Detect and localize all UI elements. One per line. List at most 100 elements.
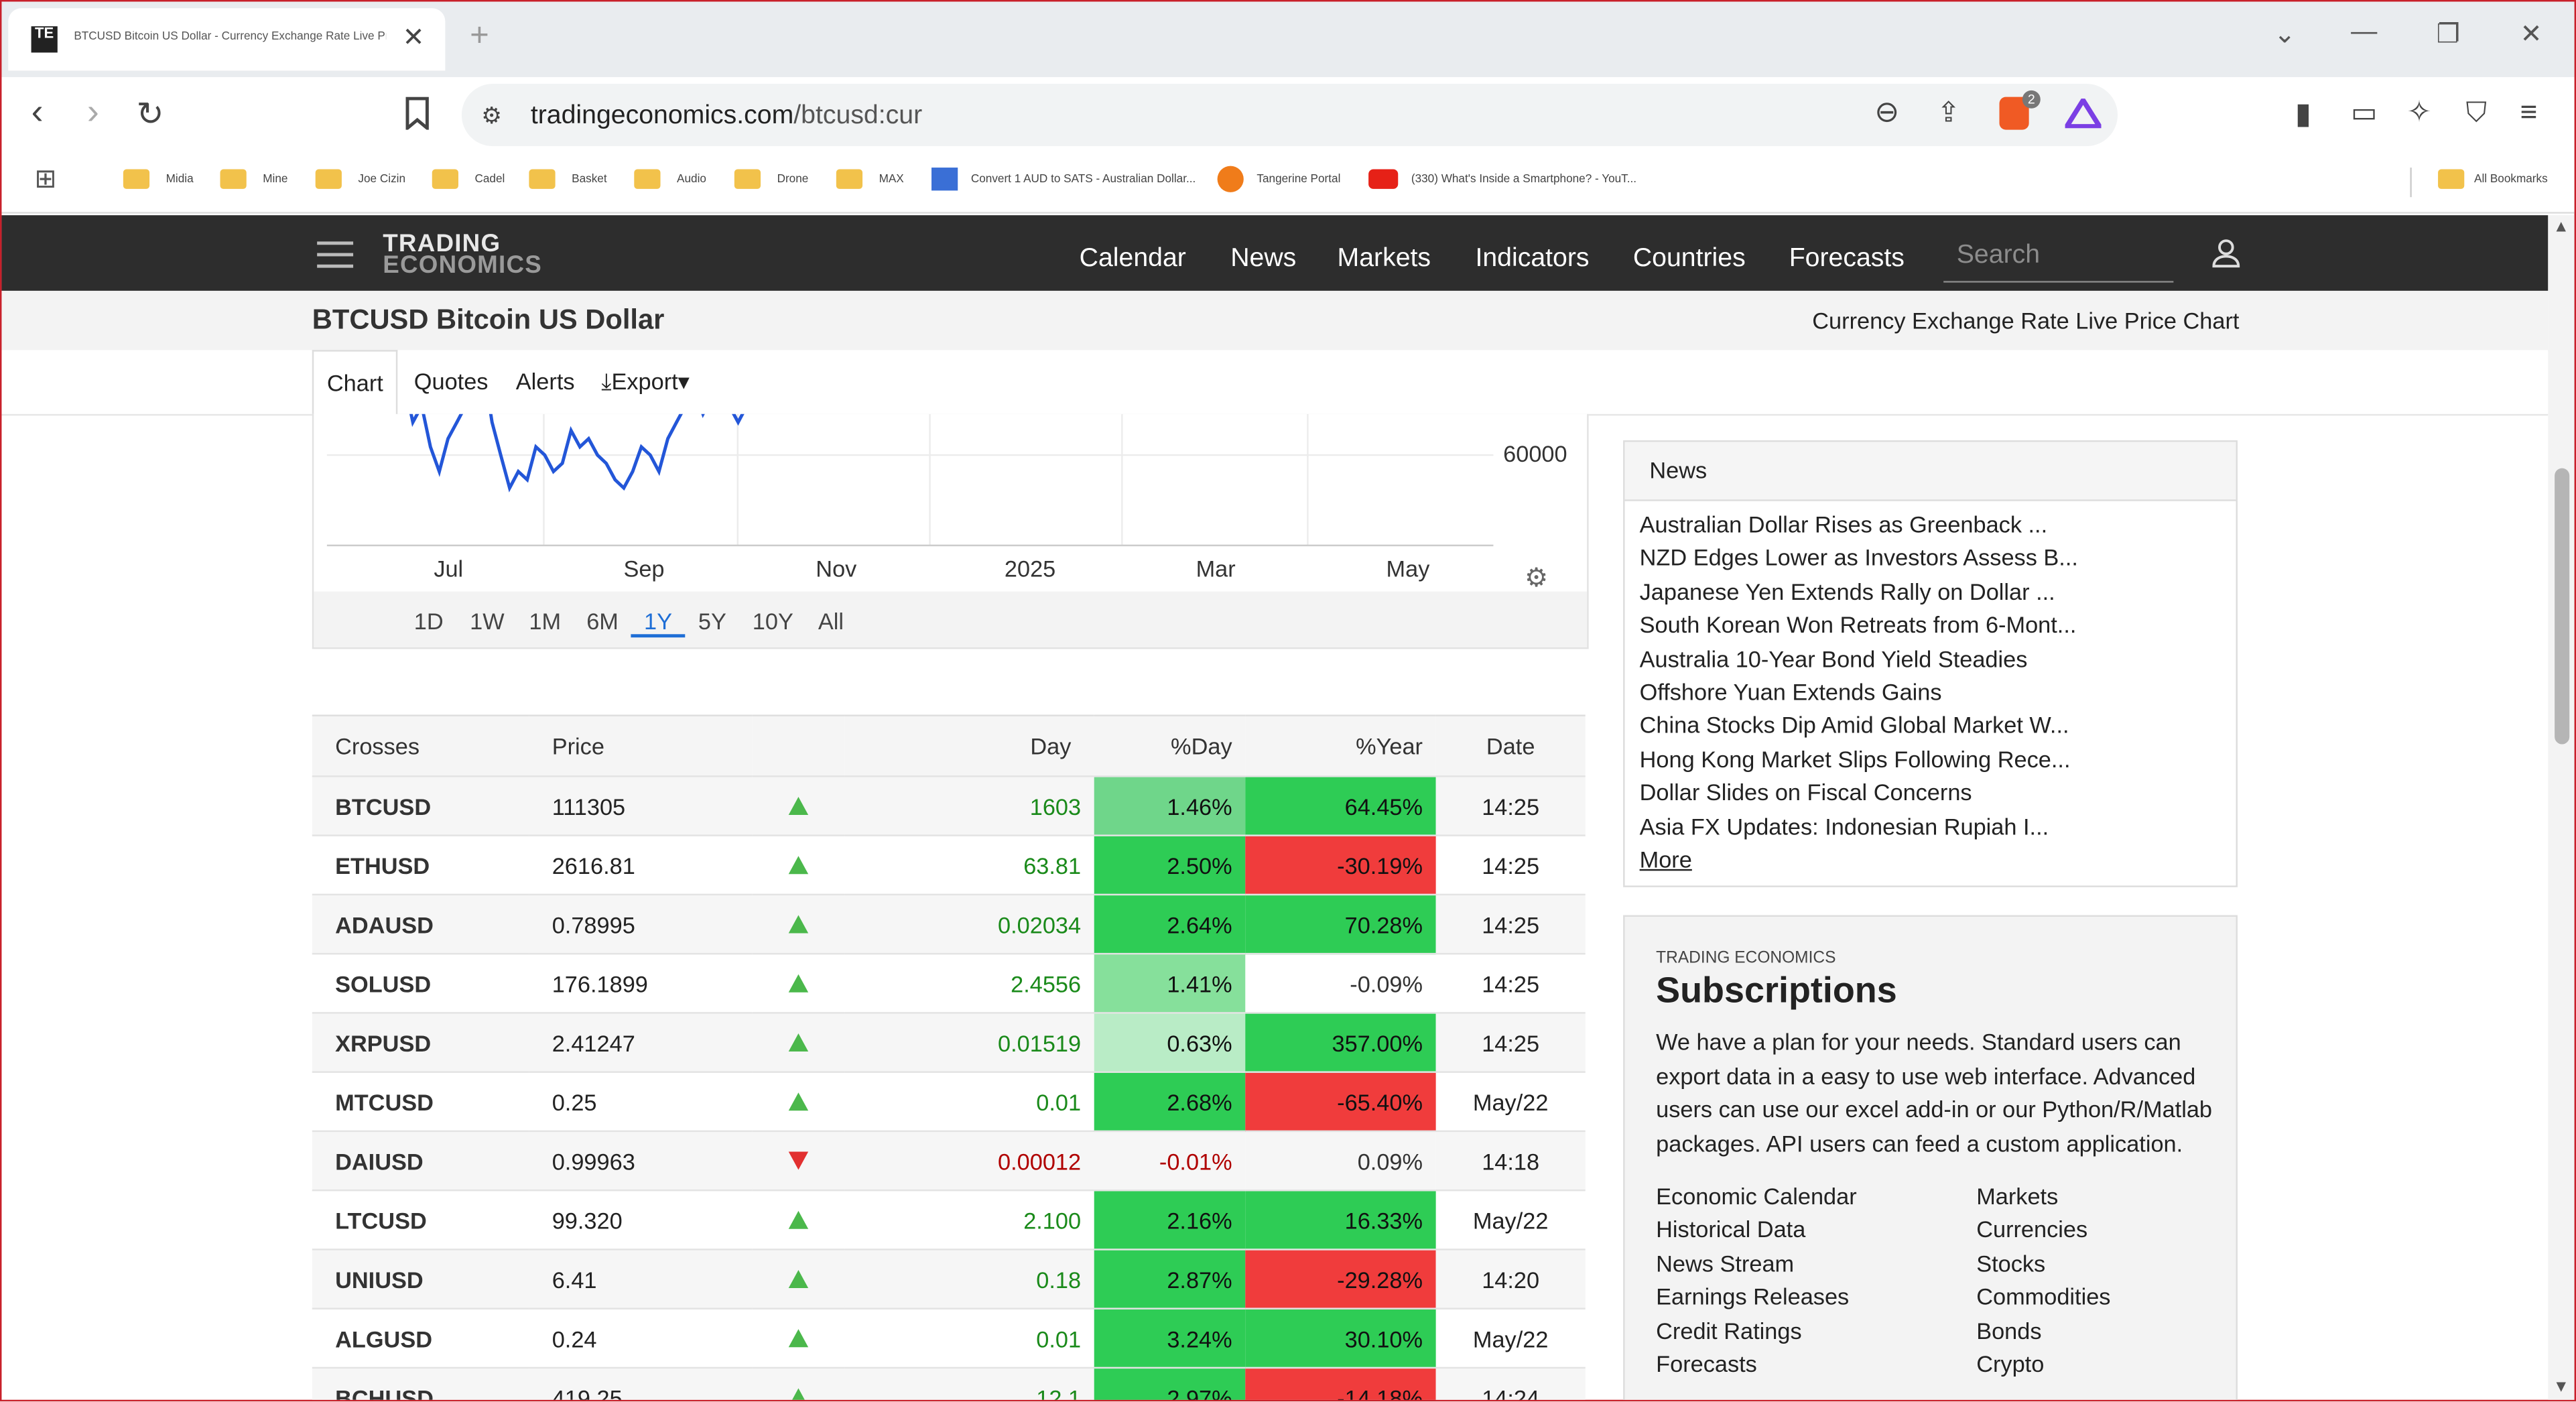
range-1d[interactable]: 1D — [413, 608, 444, 635]
news-item[interactable]: South Korean Won Retreats from 6-Mont... — [1639, 611, 2077, 638]
site-settings-icon[interactable]: ⚙ — [481, 101, 503, 129]
scroll-up-icon[interactable]: ▲ — [2553, 218, 2569, 237]
tab-quotes[interactable]: Quotes — [413, 368, 489, 395]
vpn-icon[interactable]: ⛉ — [2465, 97, 2488, 129]
table-row[interactable]: UNIUSD 6.41 0.18 2.87% -29.28% 14:20 — [312, 1249, 1586, 1309]
share-icon[interactable]: ⇪ — [1937, 97, 1961, 129]
tab-search-icon[interactable]: ⌄ — [2273, 21, 2296, 50]
menu-icon[interactable]: ≡ — [2520, 95, 2538, 129]
new-tab-icon[interactable]: + — [470, 17, 489, 54]
range-5y[interactable]: 5Y — [698, 608, 726, 635]
bookmark-folder[interactable]: MAX — [836, 166, 904, 196]
search-input[interactable] — [1943, 235, 2184, 278]
link-bonds[interactable]: Bonds — [1976, 1318, 2042, 1344]
range-all[interactable]: All — [818, 608, 844, 635]
cross-symbol[interactable]: UNIUSD — [312, 1249, 529, 1309]
col-day[interactable]: Day — [844, 714, 1094, 777]
close-tab-icon[interactable]: ✕ — [402, 24, 425, 53]
back-icon[interactable]: ‹ — [31, 90, 44, 132]
apps-grid-icon[interactable]: ⊞ — [34, 166, 57, 194]
news-item[interactable]: Hong Kong Market Slips Following Rece... — [1639, 745, 2071, 773]
range-1w[interactable]: 1W — [470, 608, 505, 635]
range-10y[interactable]: 10Y — [752, 608, 793, 635]
news-more-link[interactable]: More — [1639, 846, 1692, 873]
link-forecasts[interactable]: Forecasts — [1656, 1350, 1757, 1377]
address-bar[interactable]: ⚙ tradingeconomics.com/btcusd:cur ⊖ ⇪ 2 — [461, 84, 2118, 147]
bookmark-folder[interactable]: Drone — [734, 166, 808, 196]
cross-symbol[interactable]: ADAUSD — [312, 893, 529, 954]
link-markets[interactable]: Markets — [1976, 1183, 2059, 1210]
table-row[interactable]: BCHUSD 419.25 12.1 2.97% -14.18% 14:24 — [312, 1366, 1586, 1400]
bookmark-folder[interactable]: Basket — [529, 166, 607, 196]
news-item[interactable]: Japanese Yen Extends Rally on Dollar ... — [1639, 578, 2055, 605]
nav-news[interactable]: News — [1230, 245, 1297, 273]
cross-symbol[interactable]: ETHUSD — [312, 834, 529, 895]
col-price[interactable]: Price — [529, 714, 753, 777]
brave-rewards-icon[interactable] — [2062, 95, 2104, 136]
news-item[interactable]: Australia 10-Year Bond Yield Steadies — [1639, 645, 2028, 672]
news-item[interactable]: Australian Dollar Rises as Greenback ... — [1639, 511, 2048, 537]
user-account-icon[interactable] — [2211, 238, 2241, 275]
cross-symbol[interactable]: SOLUSD — [312, 952, 529, 1013]
all-bookmarks-folder[interactable]: All Bookmarks — [2438, 166, 2548, 196]
chart-svg[interactable]: Jul Sep Nov 2025 Mar May 60000 — [314, 413, 1587, 592]
cross-symbol[interactable]: ALGUSD — [312, 1308, 529, 1368]
table-row[interactable]: ALGUSD 0.24 0.01 3.24% 30.10% May/22 — [312, 1308, 1586, 1368]
sidebar-icon[interactable]: ▮ — [2295, 97, 2312, 130]
cross-symbol[interactable]: XRPUSD — [312, 1012, 529, 1072]
link-earnings-releases[interactable]: Earnings Releases — [1656, 1283, 1850, 1310]
leo-ai-icon[interactable]: ✧ — [2406, 95, 2432, 129]
table-row[interactable]: ETHUSD 2616.81 63.81 2.50% -30.19% 14:25 — [312, 834, 1586, 895]
news-item[interactable]: Offshore Yuan Extends Gains — [1639, 678, 1942, 705]
bookmark-link[interactable]: (330) What's Inside a Smartphone? - YouT… — [1368, 166, 1636, 196]
tab-chart[interactable]: Chart — [312, 350, 398, 416]
table-row[interactable]: ADAUSD 0.78995 0.02034 2.64% 70.28% 14:25 — [312, 893, 1586, 954]
col-date[interactable]: Date — [1435, 714, 1586, 777]
bookmark-folder[interactable]: Mine — [220, 166, 287, 196]
scroll-down-icon[interactable]: ▼ — [2553, 1378, 2569, 1397]
browser-tab[interactable]: TE BTCUSD Bitcoin US Dollar - Currency E… — [8, 8, 446, 71]
forward-icon[interactable]: › — [86, 90, 99, 132]
zoom-out-icon[interactable]: ⊖ — [1874, 95, 1900, 129]
table-row[interactable]: MTCUSD 0.25 0.01 2.68% -65.40% May/22 — [312, 1071, 1586, 1131]
news-item[interactable]: China Stocks Dip Amid Global Market W... — [1639, 711, 2069, 738]
bookmark-folder[interactable]: Audio — [634, 166, 706, 196]
link-credit-ratings[interactable]: Credit Ratings — [1656, 1318, 1802, 1344]
range-1m[interactable]: 1M — [529, 608, 562, 635]
news-item[interactable]: NZD Edges Lower as Investors Assess B... — [1639, 544, 2078, 570]
link-crypto[interactable]: Crypto — [1976, 1350, 2045, 1377]
table-row[interactable]: DAIUSD 0.99963 0.00012 -0.01% 0.09% 14:18 — [312, 1130, 1586, 1191]
tab-export[interactable]: ⤓Export▾ — [588, 350, 703, 414]
table-row[interactable]: SOLUSD 176.1899 2.4556 1.41% -0.09% 14:25 — [312, 952, 1586, 1013]
chart-settings-icon[interactable]: ⚙ — [1525, 565, 1549, 594]
col-pct-year[interactable]: %Year — [1245, 714, 1436, 777]
range-1y[interactable]: 1Y — [631, 608, 686, 638]
cross-symbol[interactable]: MTCUSD — [312, 1071, 529, 1131]
link-stocks[interactable]: Stocks — [1976, 1250, 2046, 1277]
table-row[interactable]: BTCUSD 111305 1603 1.46% 64.45% 14:25 — [312, 775, 1586, 836]
link-historical-data[interactable]: Historical Data — [1656, 1216, 1806, 1242]
tab-alerts[interactable]: Alerts — [515, 368, 575, 395]
page-scrollbar[interactable]: ▲ ▼ — [2548, 215, 2575, 1400]
bookmark-link[interactable]: Tangerine Portal — [1217, 166, 1340, 196]
bookmark-folder[interactable]: Midia — [123, 166, 194, 196]
col-crosses[interactable]: Crosses — [312, 714, 529, 777]
bookmark-folder[interactable]: Joe Cizin — [315, 166, 405, 196]
table-row[interactable]: LTCUSD 99.320 2.100 2.16% 16.33% May/22 — [312, 1189, 1586, 1250]
table-row[interactable]: XRPUSD 2.41247 0.01519 0.63% 357.00% 14:25 — [312, 1012, 1586, 1072]
cross-symbol[interactable]: BTCUSD — [312, 775, 529, 836]
link-economic-calendar[interactable]: Economic Calendar — [1656, 1183, 1857, 1210]
scrollbar-thumb[interactable] — [2555, 468, 2570, 745]
bookmark-icon[interactable] — [403, 97, 432, 138]
news-item[interactable]: Dollar Slides on Fiscal Concerns — [1639, 779, 1972, 806]
news-item[interactable]: Asia FX Updates: Indonesian Rupiah I... — [1639, 813, 2049, 840]
hamburger-menu-icon[interactable] — [317, 241, 354, 275]
col-pct-day[interactable]: %Day — [1094, 714, 1246, 777]
cross-symbol[interactable]: DAIUSD — [312, 1130, 529, 1191]
reload-icon[interactable]: ↻ — [136, 97, 164, 133]
close-window-icon[interactable]: ✕ — [2520, 21, 2542, 50]
nav-forecasts[interactable]: Forecasts — [1789, 245, 1905, 273]
bookmark-folder[interactable]: Cadel — [432, 166, 505, 196]
nav-markets[interactable]: Markets — [1337, 245, 1431, 273]
site-logo[interactable]: TRADING ECONOMICS — [383, 232, 542, 278]
